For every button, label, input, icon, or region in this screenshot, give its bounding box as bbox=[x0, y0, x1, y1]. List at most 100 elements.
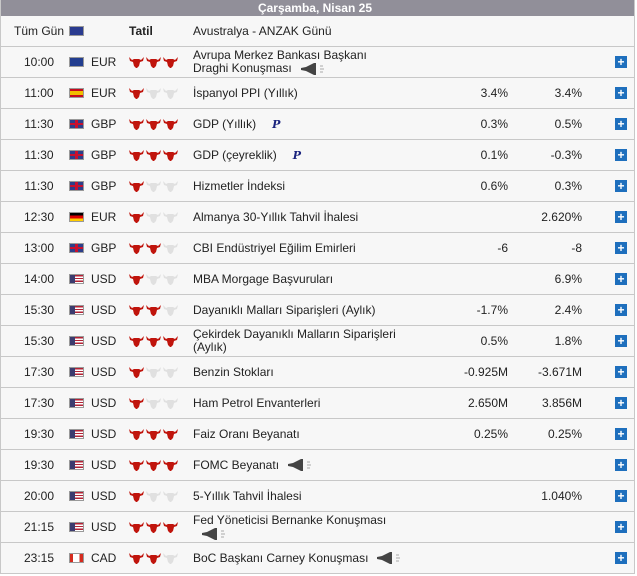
expand-plus-button[interactable]: + bbox=[615, 211, 627, 223]
event-row[interactable]: 15:30 USD Dayanıklı Malları Siparişleri … bbox=[1, 295, 634, 326]
event-row[interactable]: 13:00 GBP CBI Endüstriyel Eğilim Emirler… bbox=[1, 233, 634, 264]
expand-plus-button[interactable]: + bbox=[615, 521, 627, 533]
event-time: 17:30 bbox=[23, 365, 55, 379]
importance-rating bbox=[129, 512, 178, 542]
event-time: 11:30 bbox=[24, 148, 54, 162]
event-row[interactable]: 23:15 CAD BoC Başkanı Carney Konuşması + bbox=[1, 543, 634, 574]
event-name[interactable]: Dayanıklı Malları Siparişleri (Aylık) bbox=[193, 295, 403, 325]
event-name[interactable]: GDP (çeyreklik) P bbox=[193, 140, 403, 170]
actual-value: 0.5% bbox=[480, 334, 508, 348]
flag-gb-icon bbox=[69, 181, 84, 191]
bull-icon bbox=[163, 57, 178, 68]
bull-icon bbox=[146, 305, 161, 316]
expand-plus-button[interactable]: + bbox=[615, 428, 627, 440]
holiday-event: Avustralya - ANZAK Günü bbox=[193, 23, 332, 38]
event-name[interactable]: Çekirdek Dayanıklı Malların Siparişleri … bbox=[193, 326, 403, 356]
importance-rating bbox=[129, 481, 178, 511]
event-name[interactable]: BoC Başkanı Carney Konuşması bbox=[193, 543, 403, 573]
expand-plus-button[interactable]: + bbox=[615, 366, 627, 378]
bull-icon bbox=[163, 491, 178, 502]
event-row[interactable]: 15:30 USD Çekirdek Dayanıklı Malların Si… bbox=[1, 326, 634, 357]
forecast-value: 6.9% bbox=[554, 272, 582, 286]
event-name[interactable]: 5-Yıllık Tahvil İhalesi bbox=[193, 481, 403, 511]
bull-icon bbox=[146, 460, 161, 471]
bull-icon bbox=[129, 553, 144, 564]
bull-icon bbox=[129, 181, 144, 192]
expand-plus-button[interactable]: + bbox=[615, 118, 627, 130]
bull-icon bbox=[146, 429, 161, 440]
currency: EUR bbox=[91, 55, 117, 69]
event-time: 14:00 bbox=[23, 272, 55, 286]
event-row[interactable]: 19:30 USD Faiz Oranı Beyanatı 0.25% 0.25… bbox=[1, 419, 634, 450]
expand-plus-button[interactable]: + bbox=[615, 397, 627, 409]
event-name[interactable]: GDP (Yıllık) P bbox=[193, 109, 403, 139]
event-name[interactable]: Avrupa Merkez Bankası Başkanı Draghi Kon… bbox=[193, 47, 403, 77]
event-name[interactable]: Ham Petrol Envanterleri bbox=[193, 388, 403, 418]
event-row[interactable]: 11:30 GBP GDP (Yıllık) P 0.3% 0.5% + bbox=[1, 109, 634, 140]
event-label: Ham Petrol Envanterleri bbox=[193, 395, 321, 410]
event-time: 12:30 bbox=[23, 210, 55, 224]
event-name[interactable]: Faiz Oranı Beyanatı bbox=[193, 419, 403, 449]
event-name[interactable]: CBI Endüstriyel Eğilim Emirleri bbox=[193, 233, 403, 263]
event-row[interactable]: 12:30 EUR Almanya 30-Yıllık Tahvil İhale… bbox=[1, 202, 634, 233]
speech-megaphone-icon bbox=[300, 62, 324, 75]
event-label: Avrupa Merkez Bankası Başkanı Draghi Kon… bbox=[193, 48, 367, 75]
flag-gb-icon bbox=[69, 150, 84, 160]
event-row[interactable]: 14:00 USD MBA Morgage Başvuruları 6.9% + bbox=[1, 264, 634, 295]
importance-rating bbox=[129, 357, 178, 387]
event-row[interactable]: 17:30 USD Ham Petrol Envanterleri 2.650M… bbox=[1, 388, 634, 419]
event-row[interactable]: 19:30 USD FOMC Beyanatı + bbox=[1, 450, 634, 481]
expand-plus-button[interactable]: + bbox=[615, 273, 627, 285]
currency: GBP bbox=[91, 241, 117, 255]
bull-icon bbox=[163, 305, 178, 316]
event-row[interactable]: 11:30 GBP Hizmetler İndeksi 0.6% 0.3% + bbox=[1, 171, 634, 202]
event-name[interactable]: FOMC Beyanatı bbox=[193, 450, 403, 480]
event-name[interactable]: MBA Morgage Başvuruları bbox=[193, 264, 403, 294]
expand-plus-button[interactable]: + bbox=[615, 552, 627, 564]
expand-plus-button[interactable]: + bbox=[615, 459, 627, 471]
importance-rating bbox=[129, 171, 178, 201]
importance-rating bbox=[129, 388, 178, 418]
event-time: 19:30 bbox=[23, 427, 55, 441]
event-row[interactable]: 20:00 USD 5-Yıllık Tahvil İhalesi 1.040%… bbox=[1, 481, 634, 512]
event-time: 15:30 bbox=[23, 303, 55, 317]
event-name[interactable]: Fed Yöneticisi Bernanke Konuşması bbox=[193, 512, 403, 542]
bull-icon bbox=[163, 119, 178, 130]
speech-megaphone-icon bbox=[202, 527, 225, 540]
importance-rating bbox=[129, 543, 178, 573]
event-time: 11:30 bbox=[24, 179, 54, 193]
event-label: Hizmetler İndeksi bbox=[193, 178, 286, 193]
event-name[interactable]: Benzin Stokları bbox=[193, 357, 403, 387]
importance-rating bbox=[129, 295, 178, 325]
expand-plus-button[interactable]: + bbox=[615, 242, 627, 254]
currency: USD bbox=[91, 427, 117, 441]
currency: USD bbox=[91, 272, 117, 286]
event-row[interactable]: 17:30 USD Benzin Stokları -0.925M -3.671… bbox=[1, 357, 634, 388]
expand-plus-button[interactable]: + bbox=[615, 149, 627, 161]
event-row[interactable]: 10:00 EUR Avrupa Merkez Bankası Başkanı … bbox=[1, 47, 634, 78]
speech-megaphone-icon bbox=[377, 552, 401, 565]
expand-plus-button[interactable]: + bbox=[615, 87, 627, 99]
event-name[interactable]: Almanya 30-Yıllık Tahvil İhalesi bbox=[193, 202, 403, 232]
event-row[interactable]: 21:15 USD Fed Yöneticisi Bernanke Konuşm… bbox=[1, 512, 634, 543]
flag-de-icon bbox=[69, 212, 84, 222]
event-row[interactable]: 11:00 EUR İspanyol PPI (Yıllık) 3.4% 3.4… bbox=[1, 78, 634, 109]
event-row[interactable]: 11:30 GBP GDP (çeyreklik) P 0.1% -0.3% + bbox=[1, 140, 634, 171]
expand-plus-button[interactable]: + bbox=[615, 490, 627, 502]
event-label: Fed Yöneticisi Bernanke Konuşması bbox=[193, 513, 387, 527]
importance-rating bbox=[129, 450, 178, 480]
actual-value: 0.6% bbox=[480, 179, 508, 193]
expand-plus-button[interactable]: + bbox=[615, 56, 627, 68]
event-label: CBI Endüstriyel Eğilim Emirleri bbox=[193, 240, 356, 255]
expand-plus-button[interactable]: + bbox=[615, 335, 627, 347]
forecast-value: 0.3% bbox=[554, 179, 582, 193]
expand-plus-button[interactable]: + bbox=[615, 304, 627, 316]
event-name[interactable]: İspanyol PPI (Yıllık) bbox=[193, 78, 403, 108]
event-time: 13:00 bbox=[23, 241, 55, 255]
bull-icon bbox=[146, 398, 161, 409]
event-label: Dayanıklı Malları Siparişleri (Aylık) bbox=[193, 302, 376, 317]
bull-icon bbox=[146, 336, 161, 347]
event-name[interactable]: Hizmetler İndeksi bbox=[193, 171, 403, 201]
expand-plus-button[interactable]: + bbox=[615, 180, 627, 192]
flag-au-icon bbox=[69, 26, 84, 36]
